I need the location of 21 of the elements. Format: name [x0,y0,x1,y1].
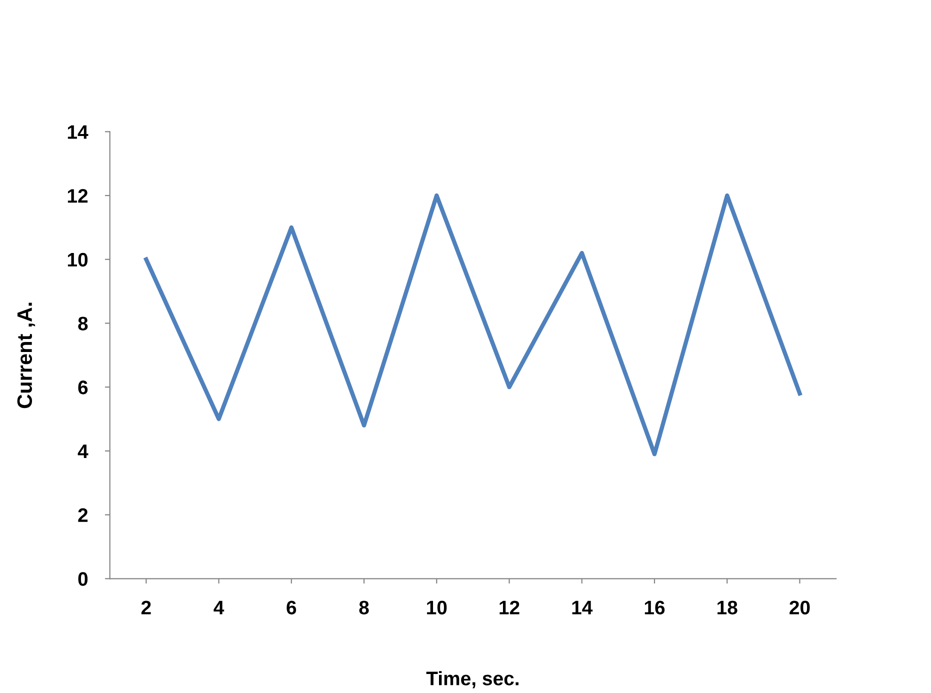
x-tick-label: 4 [214,600,224,614]
y-tick-label: 14 [68,125,88,139]
y-tick-label: 8 [78,316,88,330]
x-tick-label: 10 [427,600,447,614]
y-tick-label: 6 [78,380,88,394]
y-tick-label: 0 [78,572,88,586]
x-tick-label: 8 [359,600,369,614]
line-series [144,193,802,456]
y-axis-title: Current ,A. [17,302,36,408]
x-axis-title: Time, sec. [426,671,518,688]
x-tick-label: 12 [500,600,520,614]
x-tick-label: 20 [790,600,810,614]
y-tick-label: 2 [78,508,88,522]
x-tick-label: 2 [141,600,151,614]
x-tick-label: 14 [572,600,593,614]
x-tick-label: 18 [718,600,738,614]
x-tick-label: 6 [286,600,296,614]
y-tick-label: 10 [68,252,88,267]
x-tick-label: 16 [644,600,665,614]
y-tick-label: 12 [68,188,88,203]
y-tick-label: 4 [78,444,88,458]
